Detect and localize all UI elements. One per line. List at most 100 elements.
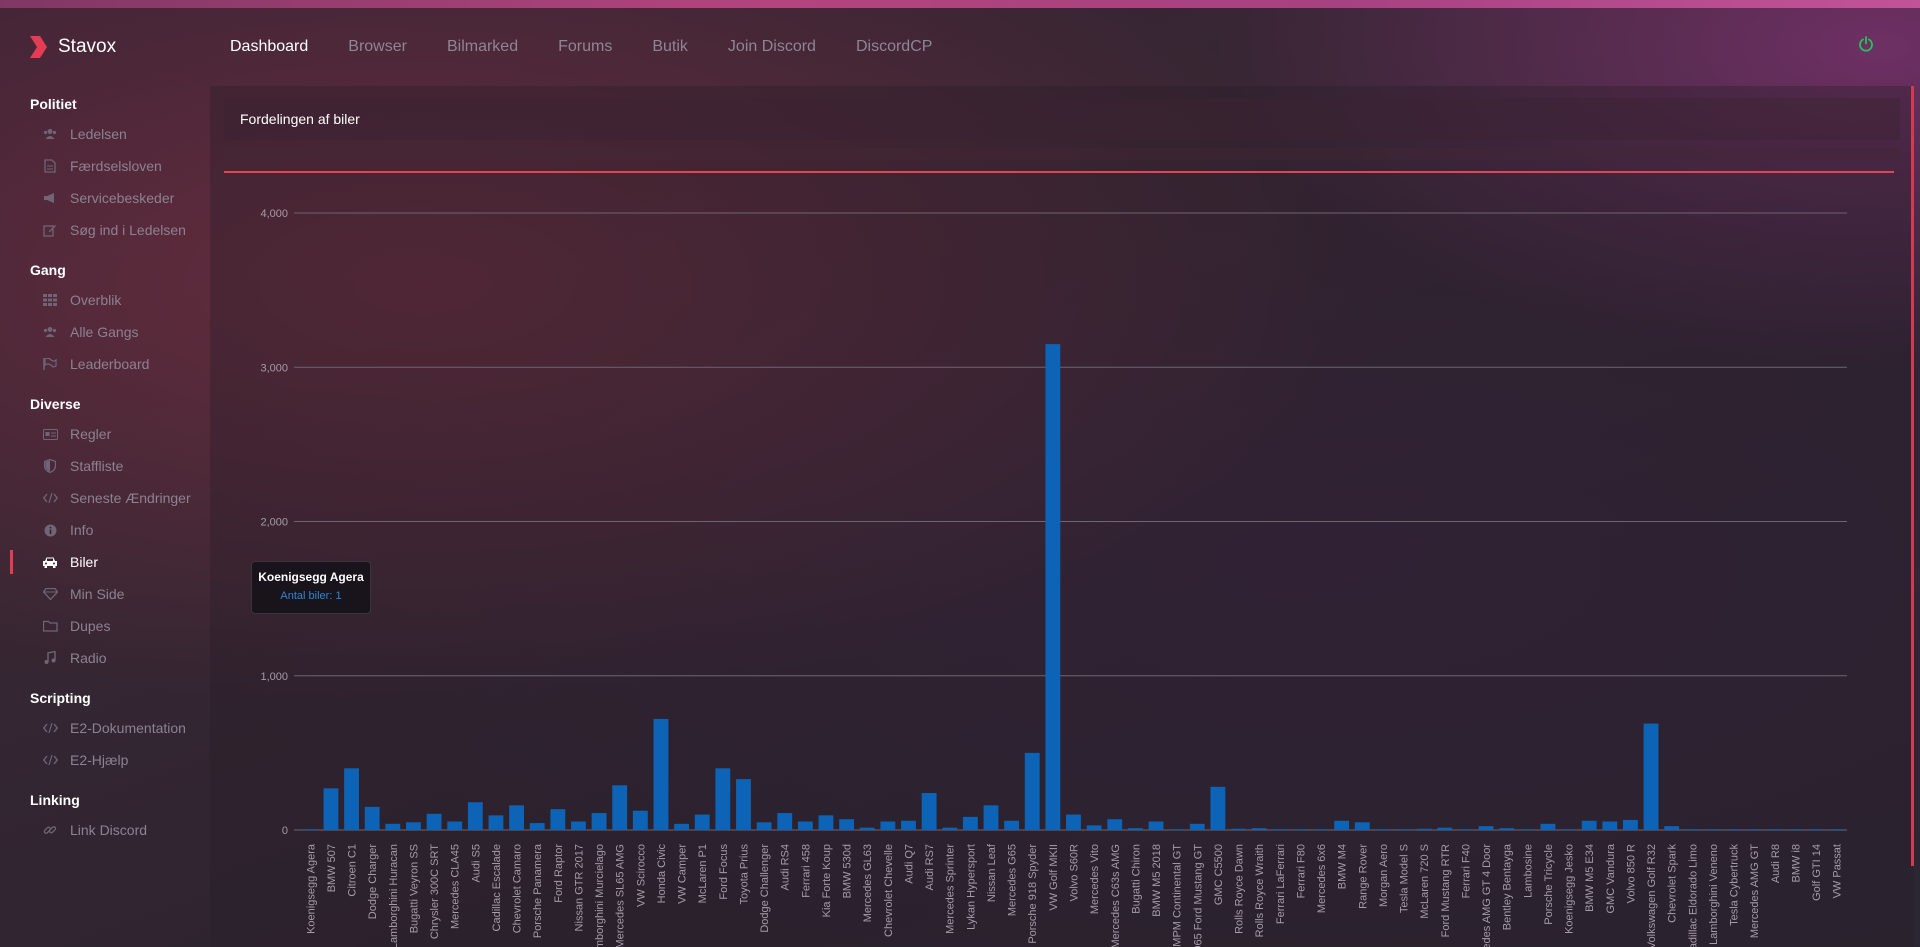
bar[interactable] bbox=[1272, 829, 1288, 830]
bar[interactable] bbox=[736, 779, 751, 830]
bar[interactable] bbox=[612, 785, 628, 830]
sidebar-item[interactable]: Min Side bbox=[0, 578, 210, 610]
nav-link-join-discord[interactable]: Join Discord bbox=[727, 38, 816, 55]
sidebar-item[interactable]: Overblik bbox=[0, 284, 210, 316]
bar[interactable] bbox=[1127, 828, 1143, 830]
bar[interactable] bbox=[1499, 828, 1515, 830]
bar[interactable] bbox=[1540, 823, 1556, 830]
sidebar-item[interactable]: Leaderboard bbox=[0, 348, 210, 380]
bar[interactable] bbox=[983, 805, 999, 830]
bar[interactable] bbox=[1457, 829, 1473, 830]
bar[interactable] bbox=[777, 813, 793, 830]
bar[interactable] bbox=[1561, 829, 1576, 830]
bar[interactable] bbox=[550, 809, 566, 830]
sidebar-item[interactable]: Ledelsen bbox=[0, 118, 210, 150]
bar[interactable] bbox=[1581, 820, 1597, 830]
sidebar-item[interactable]: Færdselsloven bbox=[0, 150, 210, 182]
nav-link-discordcp[interactable]: DiscordCP bbox=[855, 38, 933, 55]
bar[interactable] bbox=[1231, 828, 1246, 830]
sidebar-item[interactable]: Servicebeskeder bbox=[0, 182, 210, 214]
bar[interactable] bbox=[323, 788, 339, 830]
bar[interactable] bbox=[1107, 819, 1123, 830]
bar[interactable] bbox=[364, 806, 380, 830]
nav-link-forums[interactable]: Forums bbox=[558, 38, 613, 55]
sidebar-item[interactable]: Biler bbox=[0, 546, 210, 578]
bar[interactable] bbox=[1829, 829, 1845, 830]
bar[interactable] bbox=[1788, 829, 1803, 830]
bar[interactable] bbox=[859, 827, 875, 830]
bar[interactable] bbox=[1437, 827, 1453, 830]
bar[interactable] bbox=[674, 823, 690, 830]
bar[interactable] bbox=[901, 820, 916, 830]
bar[interactable] bbox=[797, 821, 813, 830]
bar[interactable] bbox=[756, 822, 772, 830]
bar[interactable] bbox=[1066, 814, 1081, 830]
bar[interactable] bbox=[488, 815, 504, 830]
sidebar-item[interactable]: Info bbox=[0, 514, 210, 546]
bar[interactable] bbox=[1334, 820, 1350, 830]
sidebar-item[interactable]: Staffliste bbox=[0, 450, 210, 482]
bar[interactable] bbox=[942, 827, 958, 830]
bar[interactable] bbox=[385, 823, 401, 830]
power-icon[interactable] bbox=[1858, 36, 1874, 52]
bar[interactable] bbox=[447, 821, 463, 830]
bar[interactable] bbox=[1189, 823, 1205, 830]
bar[interactable] bbox=[571, 821, 586, 830]
sidebar-item[interactable]: E2-Hjælp bbox=[0, 744, 210, 776]
bar[interactable] bbox=[1684, 829, 1700, 830]
bar[interactable] bbox=[1746, 829, 1762, 830]
bar[interactable] bbox=[818, 815, 834, 830]
bar[interactable] bbox=[509, 805, 525, 830]
bar[interactable] bbox=[1292, 829, 1308, 830]
nav-link-bilmarked[interactable]: Bilmarked bbox=[446, 38, 519, 55]
bar[interactable] bbox=[1045, 344, 1061, 830]
sidebar-item[interactable]: Dupes bbox=[0, 610, 210, 642]
sidebar-item[interactable]: Seneste Ændringer bbox=[0, 482, 210, 514]
bar[interactable] bbox=[1375, 829, 1391, 830]
bar[interactable] bbox=[1210, 786, 1226, 830]
bar[interactable] bbox=[302, 829, 318, 830]
bar[interactable] bbox=[1767, 829, 1783, 830]
bar[interactable] bbox=[1169, 829, 1185, 830]
nav-link-butik[interactable]: Butik bbox=[652, 38, 688, 55]
scrollbar[interactable] bbox=[1911, 86, 1914, 866]
bar[interactable] bbox=[529, 823, 545, 830]
bar[interactable] bbox=[467, 802, 483, 830]
bar[interactable] bbox=[632, 810, 648, 830]
bar[interactable] bbox=[1705, 829, 1721, 830]
brand[interactable]: Stavox bbox=[0, 35, 230, 59]
bar[interactable] bbox=[1643, 723, 1659, 830]
bar[interactable] bbox=[715, 768, 731, 830]
bar[interactable] bbox=[344, 768, 359, 830]
bar[interactable] bbox=[1519, 829, 1535, 830]
bar[interactable] bbox=[1313, 829, 1329, 830]
bar[interactable] bbox=[1664, 826, 1680, 830]
bar[interactable] bbox=[1622, 819, 1638, 830]
bar[interactable] bbox=[426, 813, 442, 830]
bar[interactable] bbox=[1148, 821, 1164, 830]
nav-link-dashboard[interactable]: Dashboard bbox=[230, 38, 309, 55]
sidebar-item[interactable]: Alle Gangs bbox=[0, 316, 210, 348]
sidebar-item[interactable]: Regler bbox=[0, 418, 210, 450]
bar[interactable] bbox=[839, 819, 855, 830]
nav-link-browser[interactable]: Browser bbox=[348, 38, 407, 55]
bar[interactable] bbox=[1478, 826, 1494, 830]
sidebar-item[interactable]: E2-Dokumentation bbox=[0, 712, 210, 744]
bar[interactable] bbox=[1726, 829, 1741, 830]
bar[interactable] bbox=[1416, 828, 1432, 830]
bar[interactable] bbox=[921, 792, 937, 830]
sidebar-item[interactable]: Radio bbox=[0, 642, 210, 674]
bar[interactable] bbox=[1396, 829, 1411, 830]
bar[interactable] bbox=[1251, 828, 1267, 830]
sidebar-item[interactable]: Søg ind i Ledelsen bbox=[0, 214, 210, 246]
bar[interactable] bbox=[1808, 829, 1824, 830]
bar[interactable] bbox=[1004, 820, 1020, 830]
bar[interactable] bbox=[880, 821, 896, 830]
bar[interactable] bbox=[406, 822, 421, 830]
bar[interactable] bbox=[694, 814, 710, 830]
bar[interactable] bbox=[1024, 752, 1040, 830]
bar[interactable] bbox=[1086, 825, 1102, 830]
bar[interactable] bbox=[591, 813, 607, 830]
bar[interactable] bbox=[653, 718, 669, 830]
sidebar-item[interactable]: Link Discord bbox=[0, 814, 210, 846]
